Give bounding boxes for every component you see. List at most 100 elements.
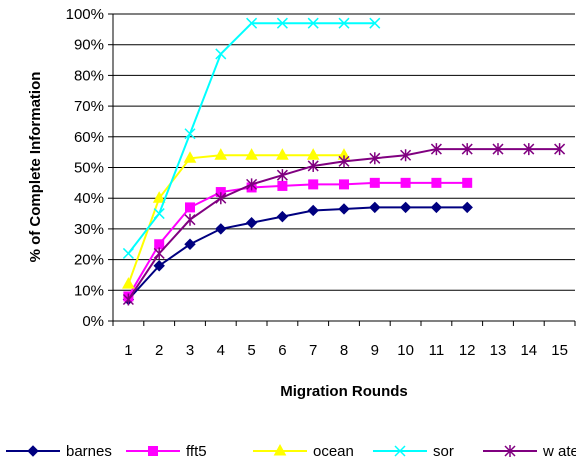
x-tick-label: 4 [217, 342, 225, 359]
data-point-water [246, 178, 258, 191]
data-point-water [461, 143, 473, 156]
legend-marker-sor [394, 445, 406, 457]
y-tick-label: 20% [74, 252, 104, 269]
data-point-barnes [399, 201, 412, 214]
legend-label-barnes: barnes [66, 443, 112, 460]
data-point-fft5 [369, 177, 380, 188]
data-point-water [523, 143, 535, 156]
x-tick-label: 3 [186, 342, 194, 359]
x-tick-label: 13 [490, 342, 507, 359]
legend-item-sor: sor [373, 443, 454, 460]
data-point-water [153, 247, 165, 260]
data-point-ocean [183, 151, 197, 163]
data-point-ocean [276, 148, 289, 160]
legend-label-ocean: ocean [313, 443, 354, 460]
legend-item-ocean: ocean [253, 443, 354, 460]
y-tick-label: 80% [74, 67, 104, 84]
data-point-ocean [122, 277, 135, 289]
data-point-barnes [338, 203, 350, 215]
series-sor [122, 17, 381, 259]
data-point-sor [184, 128, 196, 140]
data-point-sor [122, 247, 134, 259]
x-tick-labels: 1 2 3 4 5 6 7 8 9 10 11 12 13 14 15 [124, 342, 568, 359]
data-point-fft5 [431, 177, 442, 188]
y-tick-label: 30% [74, 221, 104, 238]
data-point-ocean [152, 191, 166, 203]
x-tick-label: 1 [124, 342, 132, 359]
x-tick-label: 9 [371, 342, 379, 359]
legend-label-fft5: fft5 [186, 443, 207, 460]
y-tick-label: 90% [74, 37, 104, 54]
legend-item-fft5: fft5 [126, 443, 207, 460]
x-tick-label: 5 [247, 342, 255, 359]
data-point-sor [307, 17, 319, 29]
data-point-water [307, 159, 319, 172]
x-tick-label: 12 [459, 342, 476, 359]
data-point-barnes [184, 238, 196, 250]
x-tick-label: 8 [340, 342, 348, 359]
data-point-barnes [307, 204, 319, 217]
y-axis-title: % of Complete Information [27, 72, 44, 263]
series-barnes [122, 201, 473, 306]
series-fft5 [123, 177, 473, 302]
y-tick-label: 100% [66, 6, 104, 23]
y-tick-label: 0% [82, 313, 104, 330]
x-axis-title: Migration Rounds [280, 383, 408, 400]
axes [112, 14, 576, 326]
series-line-fft5 [127, 181, 468, 297]
data-point-fft5 [154, 239, 165, 250]
data-point-water [492, 143, 504, 156]
series-line-ocean [127, 154, 344, 285]
data-point-barnes [153, 260, 165, 272]
data-point-water [184, 213, 196, 226]
data-point-barnes [245, 217, 258, 229]
data-point-water [430, 143, 442, 156]
data-point-sor [338, 17, 350, 29]
x-tick-label: 15 [551, 342, 568, 359]
series-ocean [122, 148, 351, 289]
data-point-water [122, 293, 134, 306]
legend-marker-ocean [273, 443, 287, 456]
data-point-barnes [430, 201, 443, 214]
x-tick-label: 11 [429, 342, 445, 359]
data-point-barnes [369, 201, 381, 214]
data-point-fft5 [339, 179, 349, 190]
y-tick-label: 60% [74, 129, 104, 146]
legend-label-sor: sor [433, 443, 454, 460]
data-point-ocean [214, 148, 228, 160]
data-point-sor [369, 17, 381, 29]
data-point-barnes [276, 210, 289, 223]
data-point-fft5 [462, 177, 473, 188]
data-point-sor [246, 17, 258, 29]
legend-item-water: w ater [483, 443, 576, 460]
data-point-water [400, 149, 412, 162]
data-point-water [369, 152, 381, 165]
x-tick-label: 14 [520, 342, 537, 359]
data-point-sor [215, 48, 227, 60]
legend-marker-water [504, 445, 516, 457]
x-tick-label: 7 [309, 342, 317, 359]
data-point-sor [276, 17, 288, 29]
series-line-water [127, 148, 560, 301]
data-point-water [276, 169, 288, 182]
data-point-fft5 [308, 179, 319, 190]
data-point-fft5 [400, 177, 411, 188]
series-water [122, 143, 566, 306]
data-point-barnes [461, 201, 473, 214]
data-point-fft5 [277, 180, 288, 191]
y-tick-label: 40% [74, 190, 104, 207]
data-point-sor [153, 208, 165, 220]
data-point-fft5 [185, 202, 195, 213]
x-tick-label: 10 [397, 342, 414, 359]
data-point-water [215, 192, 227, 205]
legend-marker-barnes [27, 445, 39, 457]
x-tick-label: 2 [155, 342, 163, 359]
y-tick-labels: 0% 10% 20% 30% 40% 50% 60% 70% 80% 90% 100% [66, 6, 104, 330]
data-point-ocean [306, 148, 320, 160]
x-tick-label: 6 [278, 342, 286, 359]
legend-label-water: w ater [542, 443, 576, 460]
data-point-water [554, 143, 566, 156]
legend-marker-fft5 [148, 446, 158, 456]
legend-item-barnes: barnes [6, 443, 112, 460]
